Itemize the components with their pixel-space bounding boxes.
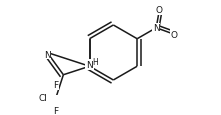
Text: N: N [44,50,51,59]
Text: F: F [53,81,59,90]
Text: F: F [53,106,59,115]
Text: O: O [170,30,177,39]
Text: N: N [153,24,160,33]
Text: Cl: Cl [39,93,48,102]
Text: O: O [156,6,163,15]
Text: H: H [93,57,99,66]
Text: N: N [86,61,93,69]
